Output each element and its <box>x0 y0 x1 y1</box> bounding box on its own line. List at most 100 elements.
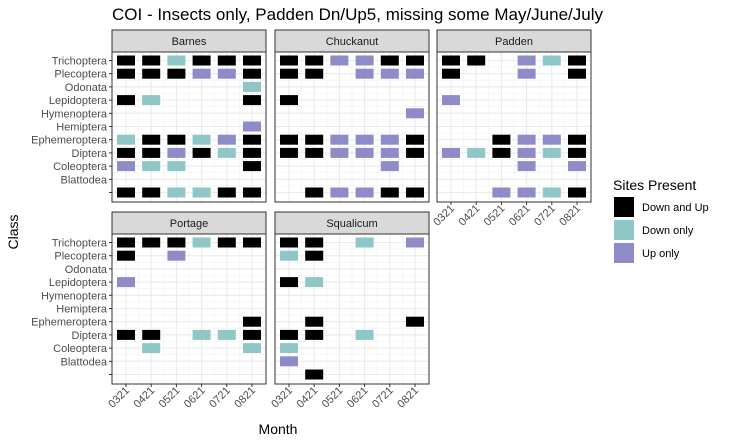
tile-chuckanut-trichoptera-0321 <box>280 55 298 66</box>
tile-barnes-lepidoptera-0421 <box>142 95 161 106</box>
tile-padden-diptera-0321 <box>442 147 460 158</box>
tile-padden-plecoptera-0821 <box>568 68 586 79</box>
tile-barnes-trichoptera-0421 <box>142 55 161 66</box>
tile-padden-coleoptera-0821 <box>568 161 586 172</box>
facet-border-padden <box>436 51 592 203</box>
y-tick-label: Diptera <box>72 148 108 160</box>
tile-squalicum-diptera-0621 <box>355 329 374 340</box>
tile-squalicum-coleoptera-0321 <box>280 343 298 354</box>
tile-chuckanut-trichoptera-0421 <box>305 55 324 66</box>
facet-border-chuckanut <box>274 51 430 203</box>
tile-portage-ephemeroptera-0821 <box>243 316 261 327</box>
tile-squalicum-blattodea-0321 <box>280 356 298 367</box>
tile-chuckanut-hymenoptera-0821 <box>406 108 424 119</box>
facet-portage: Portage TrichopteraPlecopteraOdonataLepid… <box>31 211 267 411</box>
tile-barnes-coleoptera-0421 <box>142 161 161 172</box>
tile-chuckanut-diptera-0321 <box>280 147 298 158</box>
tile-barnes-trichoptera-0521 <box>167 55 186 66</box>
legend: Sites Present Down and Up Down only Up onl… <box>613 177 709 263</box>
tile-barnes-diptera-0721 <box>217 147 236 158</box>
legend-entry-up: Up only <box>614 243 680 263</box>
tile-barnes-plecoptera-0621 <box>192 68 211 79</box>
tile-barnes-diptera-0821 <box>243 147 261 158</box>
tile-barnes-trichoptera-0321 <box>117 55 135 66</box>
tile-padden-ephemeroptera-0721 <box>542 134 561 145</box>
tile-chuckanut-ephemeroptera-0821 <box>406 134 424 145</box>
x-tick-label: 0821 <box>395 385 421 411</box>
tile-padden-diptera-0821 <box>568 147 586 158</box>
y-tick-label: Coleoptera <box>53 161 108 173</box>
x-tick-label: 0321 <box>106 385 132 411</box>
x-tick-label: 0621 <box>182 385 208 411</box>
tile-squalicum-trichoptera-0821 <box>406 237 424 248</box>
tile-barnes-ephemeroptera-0521 <box>167 134 186 145</box>
tile-barnes-coleoptera-0321 <box>117 161 135 172</box>
legend-title: Sites Present <box>613 177 696 193</box>
facet-label-chuckanut: Chuckanut <box>326 36 379 48</box>
tile-padden-blank-0621 <box>517 187 536 198</box>
tile-padden-blank-0821 <box>568 187 586 198</box>
tile-padden-diptera-0521 <box>492 147 511 158</box>
y-tick-label: Lepidoptera <box>49 277 108 289</box>
tile-chuckanut-plecoptera-0321 <box>280 68 298 79</box>
tile-chuckanut-ephemeroptera-0621 <box>355 134 374 145</box>
tile-chuckanut-diptera-0621 <box>355 147 374 158</box>
facet-label-portage: Portage <box>170 218 209 230</box>
facet-label-padden: Padden <box>495 36 533 48</box>
tile-squalicum-diptera-0321 <box>280 329 298 340</box>
tile-portage-trichoptera-0421 <box>142 237 161 248</box>
y-tick-label: Odonata <box>65 82 108 94</box>
legend-key-down <box>614 220 634 240</box>
tile-chuckanut-ephemeroptera-0421 <box>305 134 324 145</box>
tile-chuckanut-plecoptera-0621 <box>355 68 374 79</box>
tile-chuckanut-diptera-0721 <box>380 147 399 158</box>
x-tick-label: 0821 <box>557 203 583 229</box>
facet-chuckanut: Chuckanut <box>274 29 430 203</box>
tile-portage-coleoptera-0821 <box>243 343 261 354</box>
tile-chuckanut-ephemeroptera-0721 <box>380 134 399 145</box>
tile-padden-diptera-0621 <box>517 147 536 158</box>
y-axis-title: Class <box>5 214 21 249</box>
tile-chuckanut-blank-0821 <box>406 187 424 198</box>
tile-barnes-odonata-0821 <box>243 81 261 92</box>
legend-entry-down: Down only <box>614 220 694 240</box>
x-tick-label: 0721 <box>207 385 233 411</box>
facet-padden: Padden 0321 0421 0521 0621 0721 0821 <box>431 29 592 229</box>
tile-padden-diptera-0421 <box>467 147 486 158</box>
tile-padden-ephemeroptera-0521 <box>492 134 511 145</box>
tile-chuckanut-ephemeroptera-0321 <box>280 134 298 145</box>
y-tick-label: Trichoptera <box>52 238 108 250</box>
facet-label-barnes: Barnes <box>172 36 207 48</box>
tile-barnes-plecoptera-0321 <box>117 68 135 79</box>
tile-squalicum-trichoptera-0321 <box>280 237 298 248</box>
tile-padden-coleoptera-0621 <box>517 161 536 172</box>
x-tick-label: 0421 <box>132 385 158 411</box>
tile-barnes-diptera-0621 <box>192 147 211 158</box>
tile-barnes-plecoptera-0721 <box>217 68 236 79</box>
tile-chuckanut-trichoptera-0621 <box>355 55 374 66</box>
tile-padden-lepidoptera-0321 <box>442 95 460 106</box>
tile-barnes-ephemeroptera-0421 <box>142 134 161 145</box>
y-tick-label: Ephemeroptera <box>31 317 108 329</box>
tile-squalicum-lepidoptera-0421 <box>305 277 324 288</box>
tile-padden-trichoptera-0721 <box>542 55 561 66</box>
tile-portage-diptera-0421 <box>142 329 161 340</box>
tile-portage-trichoptera-0721 <box>217 237 236 248</box>
tile-barnes-diptera-0421 <box>142 147 161 158</box>
tile-padden-trichoptera-0321 <box>442 55 460 66</box>
facet-label-squalicum: Squalicum <box>326 218 377 230</box>
tile-barnes-ephemeroptera-0821 <box>243 134 261 145</box>
tile-padden-trichoptera-0421 <box>467 55 486 66</box>
tile-portage-coleoptera-0421 <box>142 343 161 354</box>
tile-squalicum-trichoptera-0621 <box>355 237 374 248</box>
x-axis-title: Month <box>259 421 298 437</box>
y-tick-label: Hymenoptera <box>41 290 108 302</box>
x-tick-label: 0521 <box>320 385 346 411</box>
tile-chuckanut-trichoptera-0821 <box>406 55 424 66</box>
x-tick-label: 0521 <box>157 385 183 411</box>
tile-chuckanut-diptera-0821 <box>406 147 424 158</box>
tile-portage-lepidoptera-0321 <box>117 277 135 288</box>
legend-entry-both: Down and Up <box>614 197 709 217</box>
tile-squalicum-ephemeroptera-0421 <box>305 316 324 327</box>
